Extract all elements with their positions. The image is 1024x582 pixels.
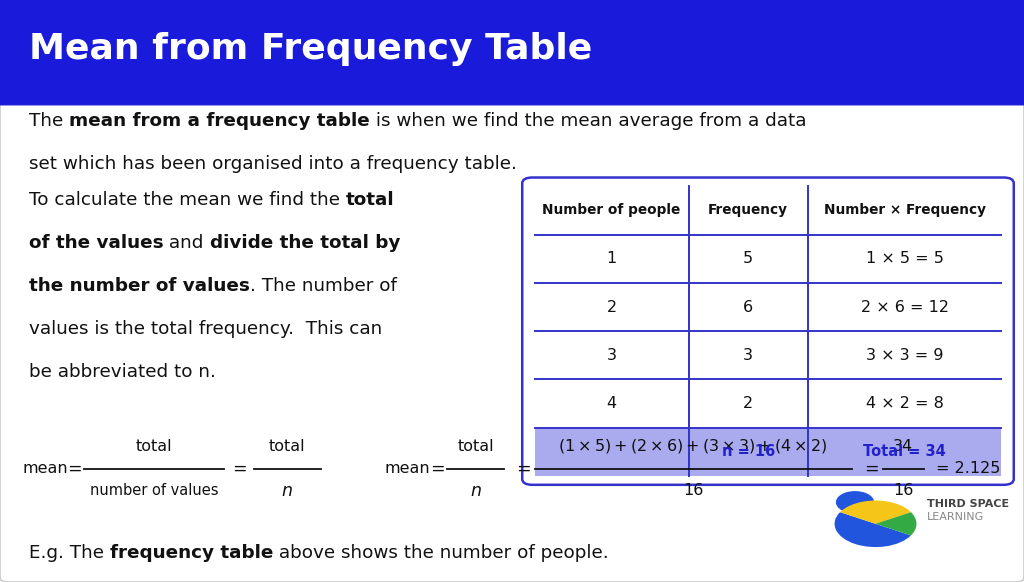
FancyBboxPatch shape [522, 178, 1014, 485]
Text: total: total [136, 439, 172, 454]
Text: 34: 34 [893, 439, 913, 454]
Text: 2: 2 [606, 300, 616, 314]
Text: 2: 2 [743, 396, 754, 411]
Text: is when we find the mean average from a data: is when we find the mean average from a … [370, 112, 806, 130]
FancyBboxPatch shape [0, 93, 1024, 582]
FancyBboxPatch shape [535, 428, 1001, 476]
Text: . The number of: . The number of [250, 277, 396, 295]
Text: =: = [232, 460, 247, 477]
Text: 3: 3 [606, 348, 616, 363]
Text: 3: 3 [743, 348, 753, 363]
Text: total: total [458, 439, 494, 454]
Text: 16: 16 [893, 483, 913, 498]
Wedge shape [840, 501, 911, 524]
Text: 1: 1 [606, 251, 616, 266]
Text: 4 × 2 = 8: 4 × 2 = 8 [865, 396, 943, 411]
Text: 4: 4 [606, 396, 616, 411]
Text: above shows the number of people.: above shows the number of people. [273, 544, 608, 562]
Text: 16: 16 [683, 483, 703, 498]
Text: Number of people: Number of people [543, 203, 681, 218]
Text: the number of values: the number of values [29, 277, 250, 295]
Text: E.g. The: E.g. The [29, 544, 110, 562]
Text: =: = [516, 460, 530, 477]
Text: number of values: number of values [90, 483, 218, 498]
Text: 2 × 6 = 12: 2 × 6 = 12 [860, 300, 948, 314]
Wedge shape [876, 512, 916, 535]
Text: 3 × 3 = 9: 3 × 3 = 9 [866, 348, 943, 363]
Text: $n$: $n$ [282, 482, 293, 499]
Text: total: total [345, 191, 394, 209]
Text: mean: mean [384, 461, 430, 476]
Wedge shape [835, 512, 911, 547]
Text: n = 16: n = 16 [722, 445, 775, 459]
Text: The: The [29, 112, 69, 130]
Text: total: total [269, 439, 305, 454]
Text: =: = [430, 460, 444, 477]
Text: Frequency: Frequency [709, 203, 788, 218]
Text: 6: 6 [743, 300, 754, 314]
Text: =: = [864, 460, 879, 477]
Text: Total = 34: Total = 34 [863, 445, 946, 459]
Text: $(1 \times 5) + (2 \times 6) + (3 \times 3) + (4 \times 2)$: $(1 \times 5) + (2 \times 6) + (3 \times… [558, 438, 828, 455]
Text: be abbreviated to n.: be abbreviated to n. [29, 363, 215, 381]
Text: To calculate the mean we find the: To calculate the mean we find the [29, 191, 345, 209]
Text: of the values: of the values [29, 234, 163, 252]
Text: 1 × 5 = 5: 1 × 5 = 5 [865, 251, 943, 266]
Text: =: = [68, 460, 82, 477]
Text: THIRD SPACE: THIRD SPACE [927, 499, 1009, 509]
Text: Mean from Frequency Table: Mean from Frequency Table [29, 32, 592, 66]
Text: set which has been organised into a frequency table.: set which has been organised into a freq… [29, 155, 516, 173]
Text: divide the total by: divide the total by [210, 234, 400, 252]
Text: 5: 5 [743, 251, 754, 266]
Text: frequency table: frequency table [110, 544, 273, 562]
Circle shape [837, 492, 873, 513]
Text: mean from a frequency table: mean from a frequency table [69, 112, 370, 130]
Text: Number × Frequency: Number × Frequency [823, 203, 986, 218]
Text: LEARNING: LEARNING [927, 512, 984, 522]
Text: values is the total frequency.  This can: values is the total frequency. This can [29, 320, 382, 338]
Text: = 2.125: = 2.125 [936, 461, 1000, 476]
Text: and: and [163, 234, 210, 252]
Text: $n$: $n$ [470, 482, 481, 499]
FancyBboxPatch shape [0, 0, 1024, 105]
Text: mean: mean [23, 461, 69, 476]
